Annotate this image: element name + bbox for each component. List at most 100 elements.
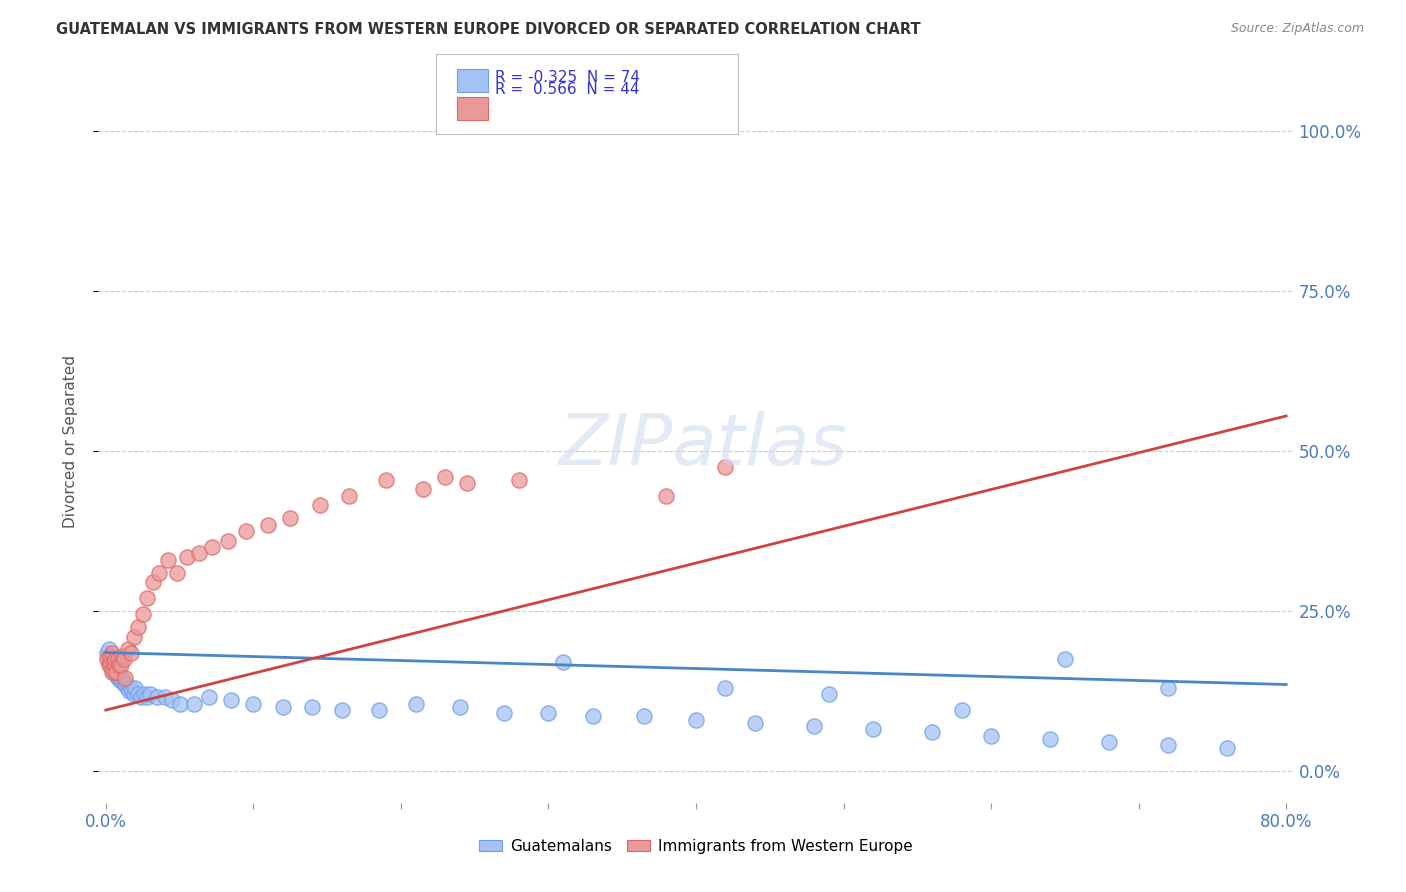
Point xyxy=(156,553,179,567)
Point xyxy=(101,655,124,669)
Point xyxy=(257,517,280,532)
Point xyxy=(308,499,330,513)
Text: GUATEMALAN VS IMMIGRANTS FROM WESTERN EUROPE DIVORCED OR SEPARATED CORRELATION C: GUATEMALAN VS IMMIGRANTS FROM WESTERN EU… xyxy=(56,22,921,37)
Point xyxy=(101,661,124,675)
Point xyxy=(655,489,678,503)
Point xyxy=(1157,738,1180,752)
Point xyxy=(950,703,973,717)
Point xyxy=(1216,741,1239,756)
Point xyxy=(105,665,128,679)
Point xyxy=(121,684,143,698)
Point xyxy=(153,690,176,705)
Point xyxy=(405,697,427,711)
Point xyxy=(98,648,121,663)
Point xyxy=(508,473,530,487)
Point xyxy=(107,652,129,666)
Point xyxy=(110,674,132,689)
Point xyxy=(278,511,301,525)
Text: Source: ZipAtlas.com: Source: ZipAtlas.com xyxy=(1230,22,1364,36)
Point xyxy=(97,642,120,657)
Point xyxy=(714,681,737,695)
Point xyxy=(862,723,884,737)
Point xyxy=(176,549,198,564)
Point xyxy=(117,681,139,695)
Point xyxy=(105,668,128,682)
Point xyxy=(105,661,128,675)
Point xyxy=(98,655,121,669)
Point xyxy=(118,684,141,698)
Point xyxy=(183,697,205,711)
Point xyxy=(127,687,149,701)
Point xyxy=(136,591,159,606)
Point xyxy=(139,687,162,701)
Y-axis label: Divorced or Separated: Divorced or Separated xyxy=(63,355,77,528)
Point xyxy=(105,665,128,679)
Point xyxy=(110,658,132,673)
Point xyxy=(115,677,138,691)
Point xyxy=(1348,124,1371,138)
Point xyxy=(198,690,221,705)
Point xyxy=(101,661,124,675)
Point xyxy=(104,658,127,673)
Text: R =  0.566  N = 44: R = 0.566 N = 44 xyxy=(495,82,640,97)
Point xyxy=(117,642,139,657)
Point xyxy=(434,469,457,483)
Point xyxy=(375,473,398,487)
Point xyxy=(337,489,360,503)
Point xyxy=(122,630,145,644)
Point xyxy=(96,652,118,666)
Point xyxy=(100,646,122,660)
Point xyxy=(134,687,156,701)
Point xyxy=(98,655,121,669)
Point xyxy=(142,575,165,590)
Point xyxy=(201,540,224,554)
Point xyxy=(100,652,122,666)
Point xyxy=(111,648,134,663)
Point xyxy=(136,690,159,705)
Point xyxy=(112,652,135,666)
Point xyxy=(104,661,127,675)
Point xyxy=(980,729,1002,743)
Point xyxy=(1053,652,1076,666)
Point xyxy=(104,658,127,673)
Point xyxy=(553,655,575,669)
Point xyxy=(235,524,257,538)
Legend: Guatemalans, Immigrants from Western Europe: Guatemalans, Immigrants from Western Eur… xyxy=(474,833,918,860)
Point xyxy=(685,713,707,727)
Point xyxy=(744,715,766,730)
Point xyxy=(114,671,136,685)
Point xyxy=(714,460,737,475)
Point xyxy=(187,546,209,560)
Point xyxy=(219,693,242,707)
Point xyxy=(97,658,120,673)
Point xyxy=(1157,681,1180,695)
Point xyxy=(111,674,134,689)
Point xyxy=(120,681,142,695)
Point xyxy=(1098,735,1121,749)
Point xyxy=(921,725,943,739)
Point xyxy=(169,697,191,711)
Point xyxy=(120,646,142,660)
Point xyxy=(817,687,839,701)
Point xyxy=(148,566,170,580)
Point xyxy=(108,668,131,682)
Point xyxy=(166,566,188,580)
Point xyxy=(100,665,122,679)
Point xyxy=(803,719,825,733)
Point xyxy=(1039,731,1062,746)
Point xyxy=(127,620,149,634)
Point xyxy=(101,655,124,669)
Point xyxy=(124,681,146,695)
Point xyxy=(98,658,121,673)
Point xyxy=(449,699,471,714)
Point xyxy=(131,607,153,622)
Point xyxy=(104,652,127,666)
Point xyxy=(104,665,127,679)
Text: R = -0.325  N = 74: R = -0.325 N = 74 xyxy=(495,70,640,85)
Point xyxy=(537,706,560,721)
Point xyxy=(108,671,131,685)
Point xyxy=(108,658,131,673)
Point xyxy=(494,706,516,721)
Point xyxy=(98,648,121,663)
Point xyxy=(301,699,323,714)
